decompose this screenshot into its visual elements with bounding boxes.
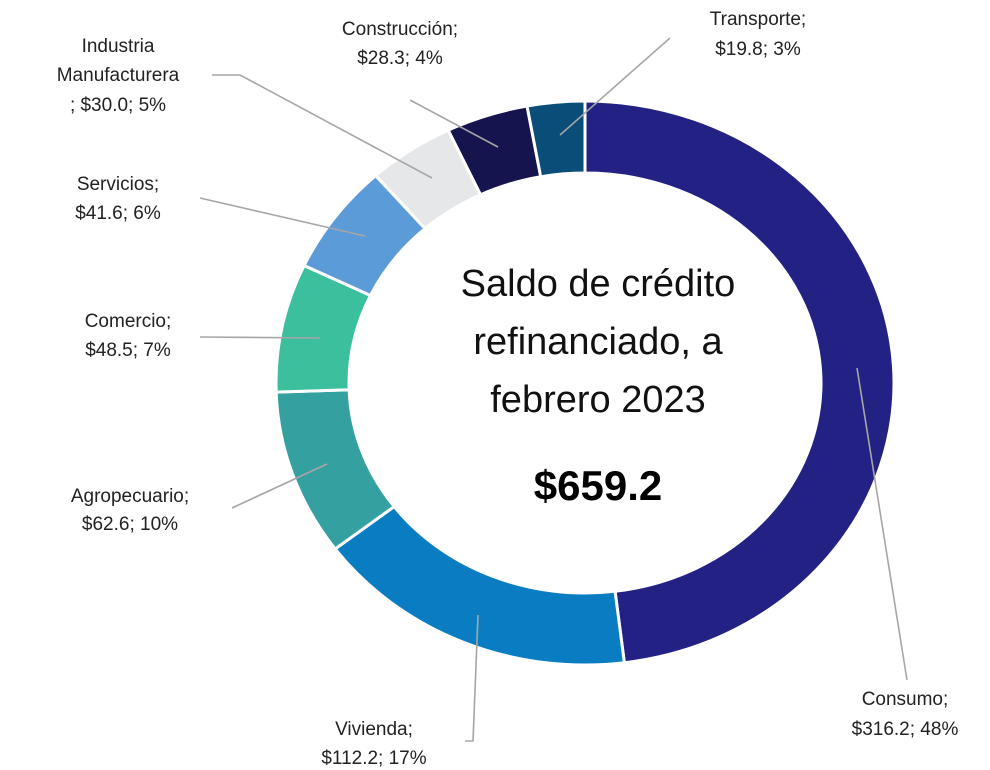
value-label: $316.2; 48%: [852, 719, 959, 740]
category-label: Vivienda;: [335, 719, 413, 740]
category-label: Construcción;: [342, 19, 458, 40]
leader-line: [856, 367, 908, 681]
center-title: febrero 2023: [490, 379, 706, 421]
category-label: Agropecuario;: [71, 486, 189, 507]
leader-line: [199, 197, 366, 237]
donut-segment: [525, 99, 587, 179]
center-title: refinanciado, a: [473, 321, 723, 363]
category-label: Transporte;: [710, 9, 806, 30]
value-label: $41.6; 6%: [75, 203, 161, 224]
donut-segment: [583, 99, 896, 665]
leader-line: [199, 336, 321, 339]
value-label: $112.2; 17%: [321, 748, 426, 769]
value-label: $19.8; 3%: [715, 39, 801, 60]
category-label: Servicios;: [77, 174, 159, 195]
donut-segment: [332, 504, 627, 667]
category-label: Industria Manufacturera: [57, 36, 180, 86]
category-label: Comercio;: [85, 311, 172, 332]
leader-line: [212, 74, 433, 179]
value-label: $48.5; 7%: [85, 340, 171, 361]
value-label: ; $30.0; 5%: [70, 95, 166, 116]
category-label: Consumo;: [862, 689, 949, 710]
leader-line: [231, 463, 328, 509]
center-value: $659.2: [534, 462, 662, 509]
leader-line: [409, 99, 499, 148]
value-label: $28.3; 4%: [357, 48, 443, 69]
value-label: $62.6; 10%: [82, 514, 178, 535]
leader-line: [465, 614, 479, 742]
center-title: Saldo de crédito: [461, 263, 736, 305]
leader-line: [559, 37, 671, 136]
